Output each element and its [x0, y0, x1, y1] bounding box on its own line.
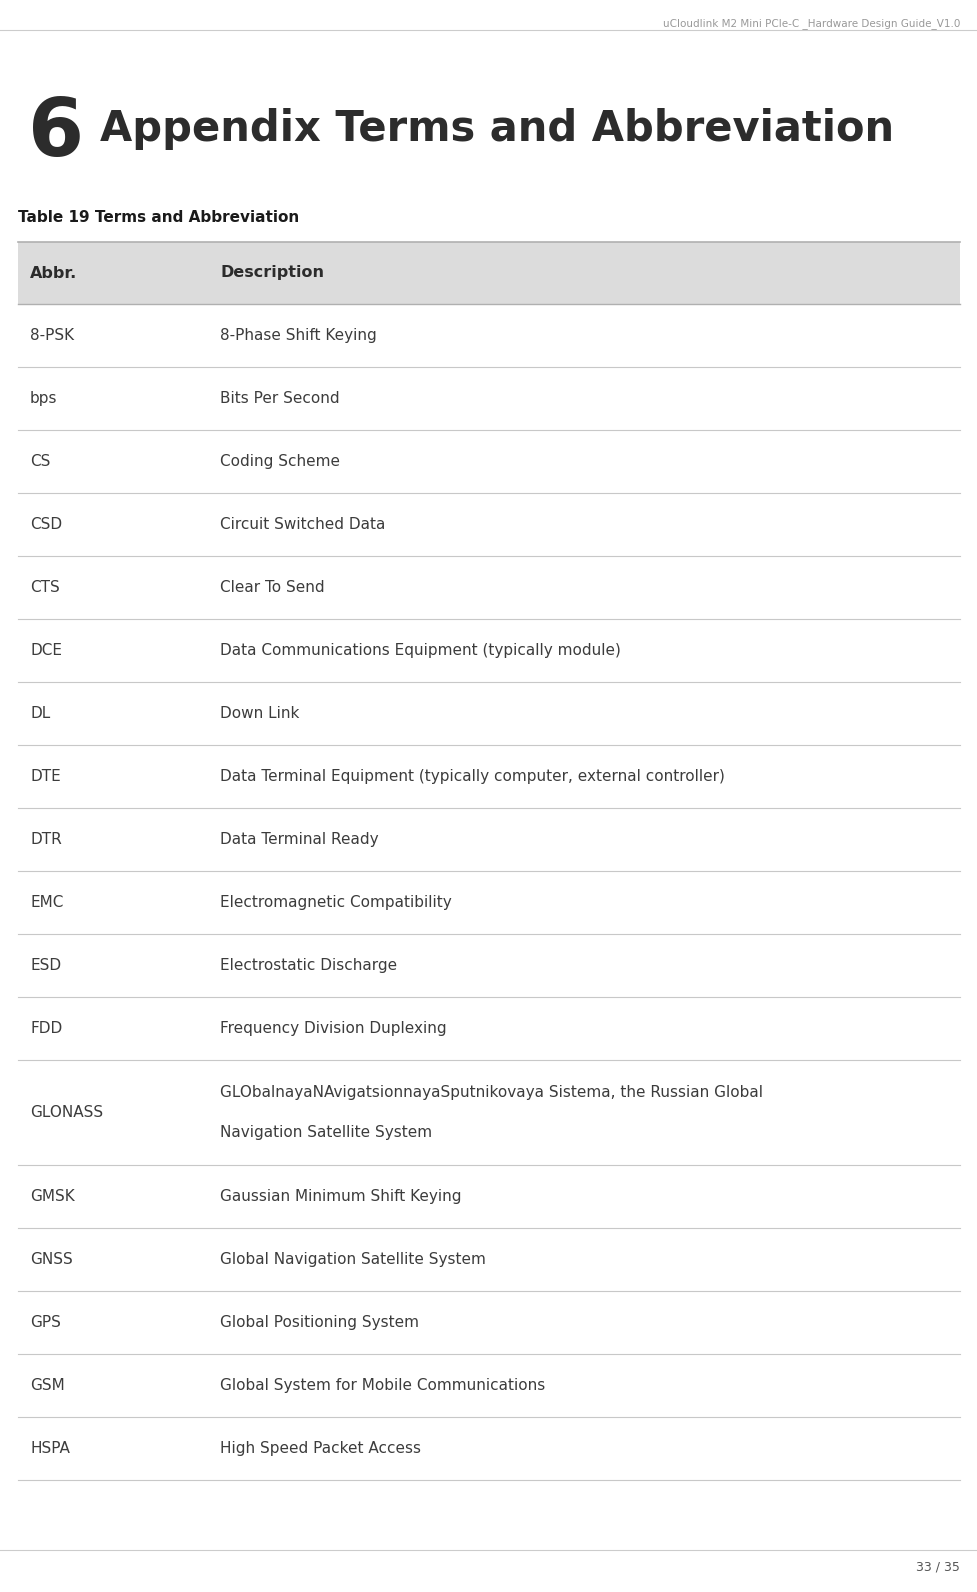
Text: GLObalnayaNAvigatsionnayaSputnikovaya Sistema, the Russian Global: GLObalnayaNAvigatsionnayaSputnikovaya Si… — [220, 1086, 762, 1100]
Text: Circuit Switched Data: Circuit Switched Data — [220, 517, 385, 532]
Text: Data Terminal Ready: Data Terminal Ready — [220, 833, 378, 847]
Text: 33 / 35: 33 / 35 — [915, 1562, 959, 1574]
Text: Electromagnetic Compatibility: Electromagnetic Compatibility — [220, 895, 451, 911]
Text: DTE: DTE — [30, 769, 61, 783]
Text: CSD: CSD — [30, 517, 63, 532]
Text: Data Communications Equipment (typically module): Data Communications Equipment (typically… — [220, 643, 620, 657]
Text: Global Positioning System: Global Positioning System — [220, 1315, 418, 1329]
Text: Global Navigation Satellite System: Global Navigation Satellite System — [220, 1251, 486, 1267]
Text: CTS: CTS — [30, 579, 60, 595]
Text: DCE: DCE — [30, 643, 62, 657]
Text: 8-PSK: 8-PSK — [30, 328, 74, 342]
Text: HSPA: HSPA — [30, 1441, 69, 1457]
Text: Electrostatic Discharge: Electrostatic Discharge — [220, 958, 397, 973]
Text: EMC: EMC — [30, 895, 64, 911]
Text: GNSS: GNSS — [30, 1251, 72, 1267]
Bar — [18, 242, 959, 304]
Text: Table 19 Terms and Abbreviation: Table 19 Terms and Abbreviation — [18, 210, 299, 224]
Text: Data Terminal Equipment (typically computer, external controller): Data Terminal Equipment (typically compu… — [220, 769, 724, 783]
Text: Appendix Terms and Abbreviation: Appendix Terms and Abbreviation — [100, 108, 893, 150]
Text: High Speed Packet Access: High Speed Packet Access — [220, 1441, 420, 1457]
Text: Frequency Division Duplexing: Frequency Division Duplexing — [220, 1020, 446, 1036]
Text: 8-Phase Shift Keying: 8-Phase Shift Keying — [220, 328, 376, 342]
Text: Abbr.: Abbr. — [30, 266, 77, 280]
Text: uCloudlink M2 Mini PCIe-C _Hardware Design Guide_V1.0: uCloudlink M2 Mini PCIe-C _Hardware Desi… — [662, 18, 959, 29]
Text: GPS: GPS — [30, 1315, 61, 1329]
Text: DTR: DTR — [30, 833, 62, 847]
Text: GMSK: GMSK — [30, 1189, 74, 1204]
Text: 6: 6 — [28, 96, 84, 174]
Text: Global System for Mobile Communications: Global System for Mobile Communications — [220, 1379, 545, 1393]
Text: bps: bps — [30, 392, 58, 406]
Text: Description: Description — [220, 266, 323, 280]
Text: Clear To Send: Clear To Send — [220, 579, 324, 595]
Text: CS: CS — [30, 454, 51, 470]
Text: Coding Scheme: Coding Scheme — [220, 454, 340, 470]
Text: ESD: ESD — [30, 958, 61, 973]
Text: Navigation Satellite System: Navigation Satellite System — [220, 1126, 432, 1140]
Text: Down Link: Down Link — [220, 705, 299, 721]
Text: Bits Per Second: Bits Per Second — [220, 392, 339, 406]
Text: GLONASS: GLONASS — [30, 1105, 103, 1121]
Text: Gaussian Minimum Shift Keying: Gaussian Minimum Shift Keying — [220, 1189, 461, 1204]
Text: DL: DL — [30, 705, 50, 721]
Text: FDD: FDD — [30, 1020, 63, 1036]
Text: GSM: GSM — [30, 1379, 64, 1393]
